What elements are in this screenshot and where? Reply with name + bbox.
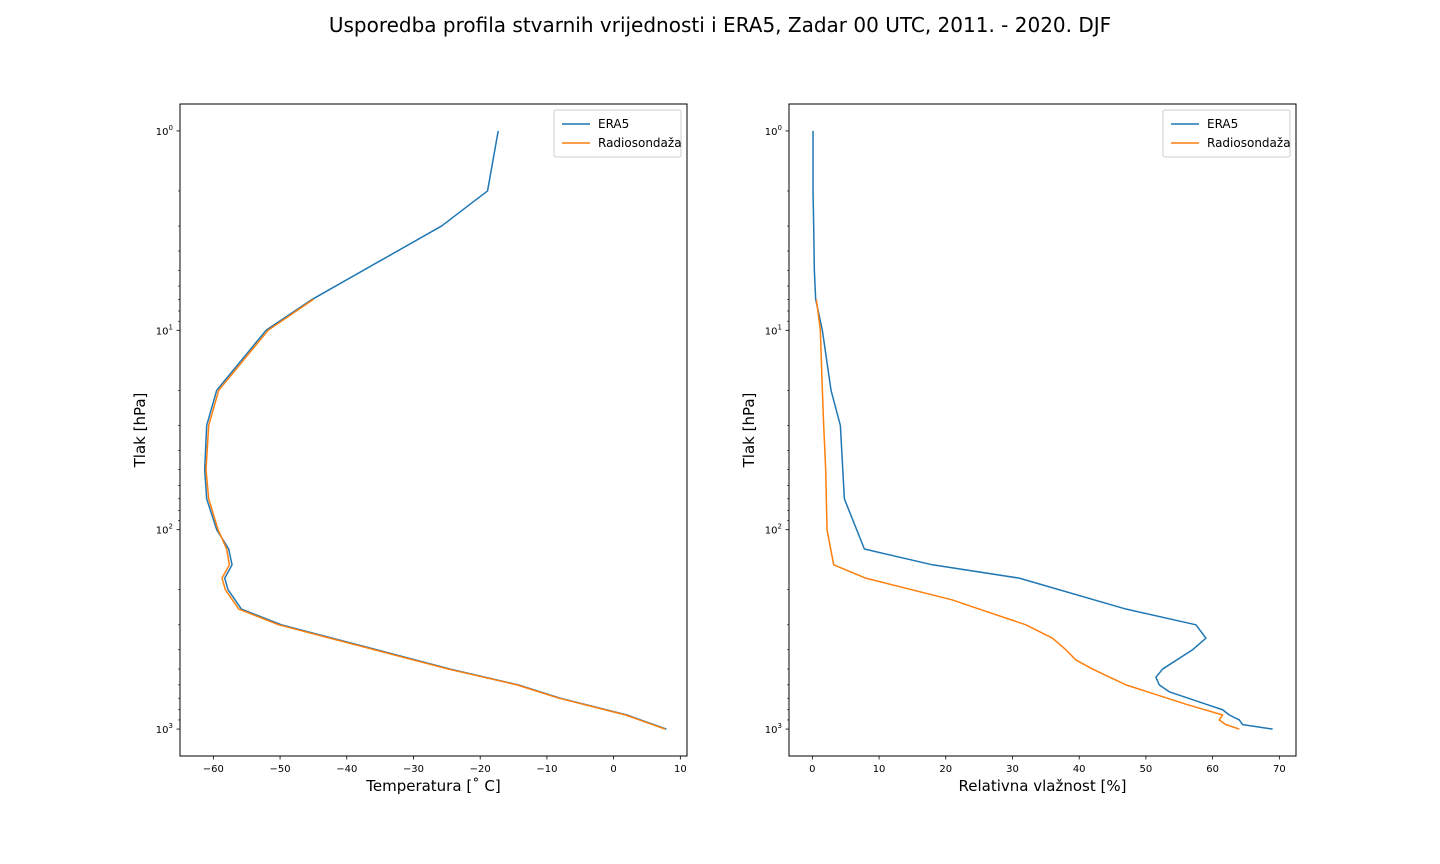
temperature-x-tick-label: 0 (610, 764, 616, 775)
temperature-y-tick-label: 103 (156, 722, 173, 736)
temperature-x-tick-label: 10 (674, 764, 687, 775)
humidity-x-tick-label: 0 (809, 764, 815, 775)
humidity-x-tick-label: 30 (1006, 764, 1019, 775)
humidity-x-tick-label: 20 (939, 764, 952, 775)
humidity-y-ticks: 100 101 102 103 (765, 124, 789, 736)
temperature-y-tick-label: 101 (156, 323, 173, 337)
temperature-y-tick-label: 102 (156, 523, 173, 537)
humidity-legend: ERA5 Radiosondaža (1162, 109, 1291, 158)
temperature-x-tick-label: −60 (203, 764, 224, 775)
temperature-y-axis-label: Tlak [hPa] (131, 393, 149, 469)
humidity-y-tick-label: 102 (765, 523, 782, 537)
humidity-legend-label-era5: ERA5 (1207, 117, 1238, 131)
humidity-axes-frame (788, 103, 1297, 757)
temperature-x-tick-label: −10 (536, 764, 557, 775)
humidity-legend-label-radiosondaza: Radiosondaža (1207, 136, 1291, 150)
humidity-series-era5-line (812, 130, 1273, 730)
humidity-x-tick-label: 40 (1073, 764, 1086, 775)
humidity-x-tick-label: 70 (1273, 764, 1286, 775)
temperature-series-radiosondaza-line (205, 298, 666, 730)
humidity-x-tick-label: 60 (1206, 764, 1219, 775)
temperature-legend: ERA5 Radiosondaža (553, 109, 682, 158)
humidity-x-ticks: 0 10 20 30 40 50 60 70 (809, 756, 1286, 775)
temperature-x-tick-label: −30 (403, 764, 424, 775)
humidity-y-axis-label: Tlak [hPa] (740, 393, 758, 469)
humidity-profile-panel: 0 10 20 30 40 50 60 70 100 101 102 103 Relativna v… (740, 103, 1297, 795)
temperature-legend-label-radiosondaza: Radiosondaža (598, 136, 682, 150)
temperature-legend-box (553, 109, 682, 158)
humidity-y-tick-label: 103 (765, 722, 782, 736)
temperature-profile-panel: −60 −50 −40 −30 −20 −10 0 10 100 101 102 103 Tempe… (131, 103, 688, 795)
temperature-y-ticks: 100 101 102 103 (156, 124, 180, 736)
humidity-x-tick-label: 50 (1140, 764, 1153, 775)
humidity-legend-box (1162, 109, 1291, 158)
humidity-y-tick-label: 101 (765, 323, 782, 337)
temperature-y-tick-label: 100 (156, 124, 173, 138)
temperature-series-era5-line (203, 130, 667, 730)
temperature-series-lines (203, 130, 667, 730)
temperature-x-ticks: −60 −50 −40 −30 −20 −10 0 10 (203, 756, 687, 775)
temperature-x-axis-label: Temperatura [˚ C] (365, 777, 501, 795)
temperature-axes-frame (179, 103, 688, 757)
temperature-legend-label-era5: ERA5 (598, 117, 629, 131)
temperature-x-tick-label: −50 (270, 764, 291, 775)
figure-title: Usporedba profila stvarnih vrijednosti i… (329, 13, 1111, 37)
humidity-series-lines (812, 130, 1273, 730)
humidity-x-axis-label: Relativna vlažnost [%] (959, 777, 1127, 795)
temperature-x-tick-label: −20 (470, 764, 491, 775)
temperature-x-tick-label: −40 (336, 764, 357, 775)
humidity-x-tick-label: 10 (873, 764, 886, 775)
humidity-series-radiosondaza-line (815, 299, 1240, 730)
humidity-y-tick-label: 100 (765, 124, 782, 138)
